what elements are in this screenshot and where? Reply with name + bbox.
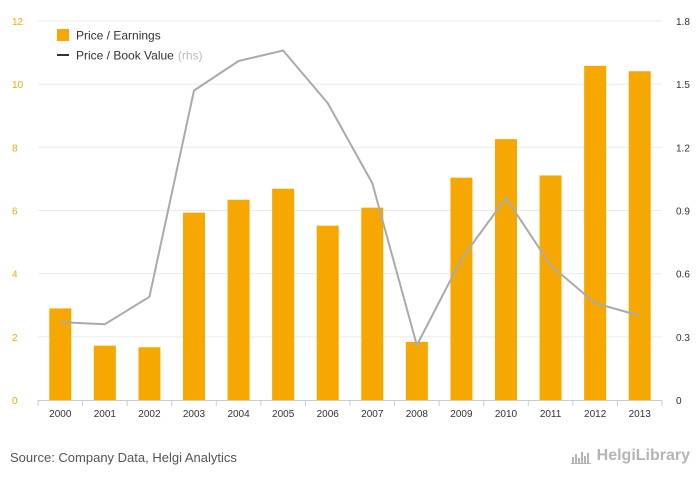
x-tick-label: 2003 xyxy=(183,409,206,420)
bar xyxy=(138,347,161,400)
x-tick-label: 2006 xyxy=(317,409,340,420)
legend-swatch-bar xyxy=(57,29,69,41)
bar xyxy=(49,308,72,400)
brand-logo: HelgiLibrary xyxy=(570,447,690,465)
bar xyxy=(539,175,562,400)
bar xyxy=(584,65,607,401)
grid xyxy=(38,20,662,338)
library-logo-icon xyxy=(570,452,591,464)
line-point xyxy=(326,102,329,104)
bar-series xyxy=(49,65,651,401)
y-right-tick-label: 0.3 xyxy=(676,333,690,344)
x-tick-label: 2000 xyxy=(49,409,72,420)
line-point xyxy=(460,258,463,260)
bar xyxy=(495,139,517,400)
x-tick-label: 2005 xyxy=(272,409,295,420)
x-tick-label: 2008 xyxy=(406,409,429,420)
legend-label-pb: Price / Book Value (rhs) xyxy=(76,49,203,63)
y-left-tick-label: 2 xyxy=(12,333,18,344)
x-tick-label: 2012 xyxy=(584,409,607,420)
axes: 0 2 4 6 8 10 12 0 0.3 0.6 0.9 1.2 1.5 1.8 2000 2001 2002… xyxy=(12,17,690,420)
line-path xyxy=(60,49,640,347)
legend-label-pb-suffix: (rhs) xyxy=(178,49,203,63)
y-right-tick-label: 1.8 xyxy=(676,17,690,28)
y-left-tick-label: 12 xyxy=(12,17,24,28)
line-point xyxy=(371,182,374,184)
bar xyxy=(227,199,250,400)
bar xyxy=(183,212,205,400)
y-left-tick-label: 6 xyxy=(12,207,18,218)
y-left-tick-label: 10 xyxy=(12,80,24,91)
y-left-tick-label: 8 xyxy=(12,143,18,154)
y-right-tick-label: 0.9 xyxy=(676,207,690,218)
y-right-tick-label: 0 xyxy=(676,396,682,407)
bar xyxy=(628,71,651,400)
y-right-tick-label: 1.5 xyxy=(676,80,690,91)
x-tick-label: 2013 xyxy=(629,409,652,420)
x-tick-label: 2010 xyxy=(495,409,518,420)
line-point xyxy=(505,197,507,199)
line-series xyxy=(59,49,641,347)
bar xyxy=(405,341,428,400)
source-note: Source: Company Data, Helgi Analytics xyxy=(10,450,237,465)
line-point xyxy=(282,49,284,52)
x-tick-label: 2002 xyxy=(138,409,161,420)
bar xyxy=(272,188,295,400)
legend: Price / Earnings Price / Book Value (rhs) xyxy=(57,29,203,63)
line-point xyxy=(549,264,552,267)
x-tick-label: 2004 xyxy=(227,409,250,420)
x-tick-label: 2009 xyxy=(450,409,473,420)
x-tick-label: 2011 xyxy=(540,409,562,420)
y-left-tick-label: 4 xyxy=(12,270,18,281)
line-point xyxy=(59,321,62,323)
bar xyxy=(316,225,339,400)
legend-label-pb-name: Price / Book Value xyxy=(76,49,174,63)
x-tick-label: 2007 xyxy=(361,409,384,420)
line-point xyxy=(416,344,418,347)
x-tick-label: 2001 xyxy=(94,409,117,420)
y-left-tick-label: 0 xyxy=(12,396,18,407)
bar xyxy=(450,177,473,400)
line-point xyxy=(594,302,596,304)
line-point xyxy=(237,60,240,62)
bar xyxy=(93,345,116,400)
brand-name: HelgiLibrary xyxy=(596,447,690,464)
y-right-tick-label: 1.2 xyxy=(676,143,690,154)
legend-label-pe: Price / Earnings xyxy=(76,29,161,43)
bar xyxy=(361,207,384,400)
line-point xyxy=(104,323,106,326)
line-point xyxy=(148,296,151,298)
line-point xyxy=(638,314,641,317)
line-point xyxy=(193,89,195,92)
y-right-tick-label: 0.6 xyxy=(676,270,690,281)
